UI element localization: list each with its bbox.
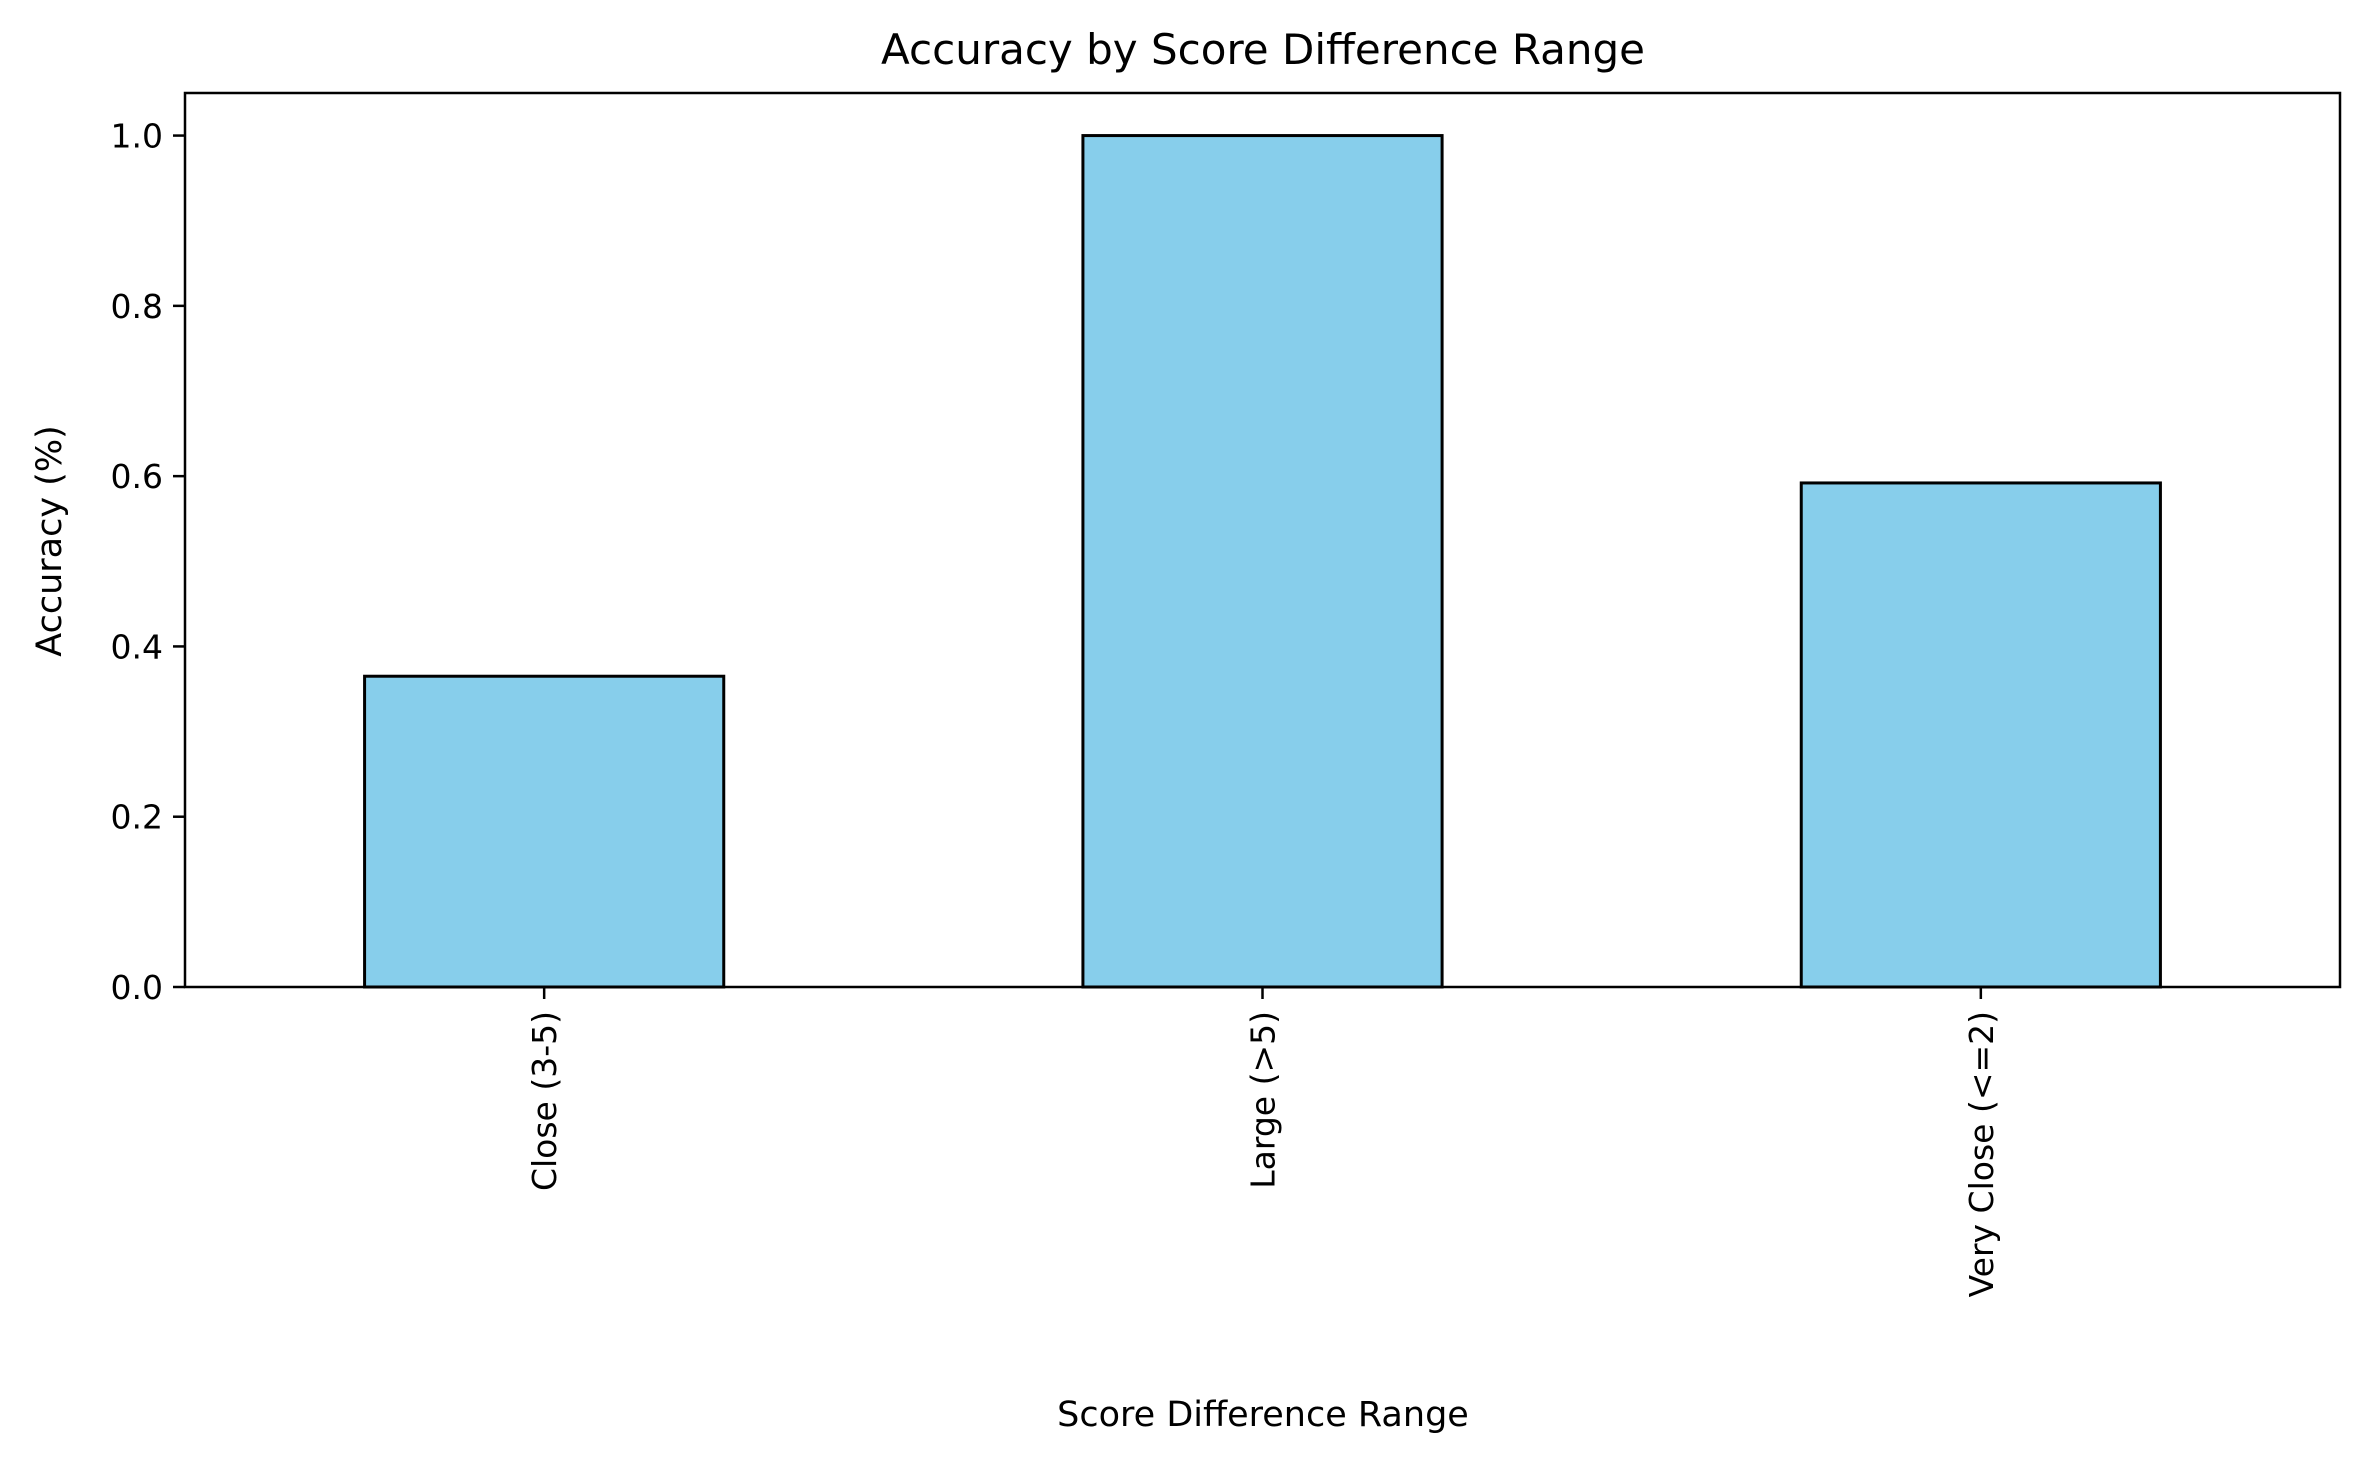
y-tick-label: 0.4 [111,627,163,666]
y-tick-label: 0.2 [111,798,163,837]
x-tick-label: Close (3-5) [525,1011,564,1191]
y-axis-label: Accuracy (%) [30,425,70,656]
plot-area: 0.0 0.2 0.4 0.6 0.8 1.0 Close (3-5) Large (>5) V… [111,91,2342,1297]
y-tick-label: 0.0 [111,968,163,1007]
x-tick-label: Very Close (<=2) [1962,1011,2001,1297]
bar-1 [1081,134,1444,989]
y-tick-label: 1.0 [111,117,163,156]
x-tick-label: Large (>5) [1244,1011,1283,1189]
y-tick-label: 0.6 [111,457,163,496]
bar-2 [1799,481,2162,989]
x-axis-label: Score Difference Range [1057,1395,1469,1435]
bar-0 [363,674,726,989]
y-tick-label: 0.8 [111,287,163,326]
chart-title: Accuracy by Score Difference Range [881,25,1645,74]
